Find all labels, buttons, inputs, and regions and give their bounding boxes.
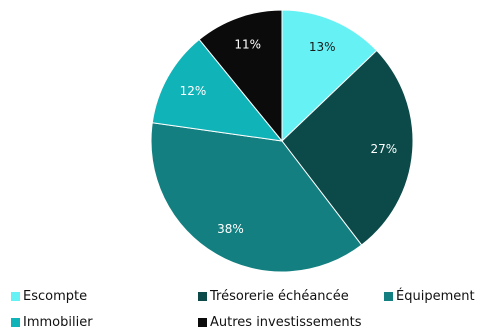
pie-value-labels: 13% 27% 38% 12% 11%	[180, 38, 398, 236]
pie-slice-autres-investissements	[198, 9, 283, 143]
pie-slice-tresorerie-echeancee	[281, 49, 414, 246]
pie-value-label-escompte: 13%	[309, 40, 336, 54]
pie-value-label-immobilier: 12%	[180, 84, 207, 98]
pie-slice-escompte	[281, 9, 378, 143]
pie-slice-immobilier	[151, 38, 284, 142]
pie-slice-equipement	[150, 122, 363, 273]
pie-value-label-equipement: 38%	[217, 222, 244, 236]
pie-value-label-autres-investissements: 11%	[234, 38, 261, 52]
pie-slices	[150, 9, 414, 273]
pie-value-label-tresorerie-echeancee: 27%	[371, 142, 398, 156]
